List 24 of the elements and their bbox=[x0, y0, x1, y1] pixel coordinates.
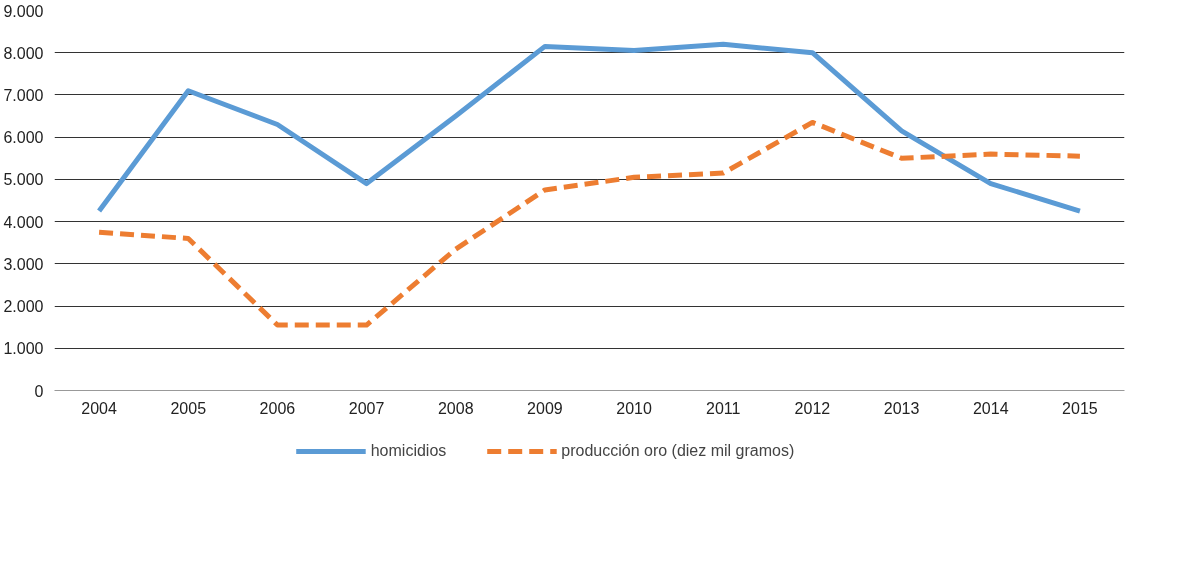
y-tick-label: 6.000 bbox=[3, 129, 44, 147]
y-tick-label: 0 bbox=[34, 382, 44, 400]
y-tick-label: 3.000 bbox=[3, 255, 44, 273]
legend-label: producción oro (diez mil gramos) bbox=[561, 442, 795, 460]
x-tick-label: 2014 bbox=[972, 399, 1009, 417]
x-tick-label: 2010 bbox=[616, 399, 652, 417]
legend-label: homicidios bbox=[370, 442, 447, 460]
x-tick-label: 2005 bbox=[170, 399, 207, 417]
y-tick-label: 7.000 bbox=[3, 86, 44, 104]
y-tick-label: 8.000 bbox=[3, 44, 44, 62]
y-tick-label: 1.000 bbox=[3, 340, 44, 358]
y-tick-label: 5.000 bbox=[3, 171, 44, 189]
x-tick-label: 2004 bbox=[81, 399, 117, 417]
x-tick-label: 2006 bbox=[259, 399, 296, 417]
x-tick-label: 2011 bbox=[706, 399, 741, 417]
x-tick-label: 2007 bbox=[348, 399, 385, 417]
x-tick-label: 2013 bbox=[883, 399, 920, 417]
y-tick-label: 4.000 bbox=[3, 213, 44, 231]
x-tick-label: 2009 bbox=[527, 399, 563, 417]
x-tick-label: 2015 bbox=[1062, 399, 1098, 417]
y-tick-label: 9.000 bbox=[3, 2, 44, 20]
x-tick-label: 2012 bbox=[794, 399, 831, 417]
y-tick-label: 2.000 bbox=[3, 298, 44, 316]
x-tick-label: 2008 bbox=[437, 399, 474, 417]
